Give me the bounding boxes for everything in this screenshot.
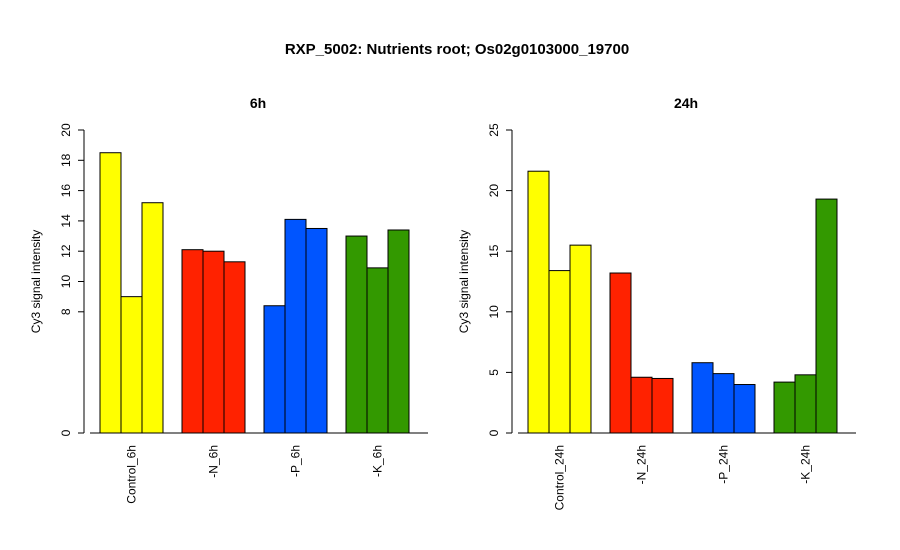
y-tick-label: 10 <box>487 305 501 319</box>
bar <box>387 229 410 434</box>
bar <box>609 272 632 434</box>
y-tick-label: 15 <box>487 244 501 258</box>
y-tick-label: 20 <box>487 184 501 198</box>
panel-title: 24h <box>674 95 698 111</box>
bar <box>691 362 714 434</box>
y-tick-label: 16 <box>59 184 73 198</box>
bar <box>263 305 286 434</box>
y-tick-label: 12 <box>59 244 73 258</box>
bar <box>284 218 307 434</box>
y-tick-label: 8 <box>59 308 73 315</box>
bar <box>630 376 653 434</box>
bar <box>794 374 817 434</box>
y-tick-label: 25 <box>487 123 501 137</box>
bar <box>120 296 143 434</box>
y-tick-label: 18 <box>59 153 73 167</box>
bar <box>712 373 735 434</box>
bar <box>223 261 246 434</box>
panel-1: 24h 0 5 10 15 20 25 Cy3 signal intensity Control… <box>457 95 856 510</box>
y-axis-label: Cy3 signal intensity <box>29 230 43 333</box>
bar <box>141 202 164 434</box>
bar <box>366 267 389 434</box>
bar <box>305 227 328 434</box>
x-category-label: -N_6h <box>207 445 221 478</box>
panel-0: 6h 0 8 10 12 14 16 18 20 Cy3 signal intensity Cont… <box>29 95 428 504</box>
bar <box>651 377 674 434</box>
y-tick-label: 10 <box>59 275 73 289</box>
bar <box>181 249 204 434</box>
x-category-label: -K_24h <box>799 445 813 484</box>
bar <box>773 381 796 434</box>
y-axis-label: Cy3 signal intensity <box>457 230 471 333</box>
x-category-label: -K_6h <box>371 445 385 477</box>
bar <box>733 384 756 434</box>
x-category-label: Control_6h <box>125 445 139 504</box>
bar <box>527 170 550 434</box>
panel-title: 6h <box>250 95 266 111</box>
bar <box>202 250 225 434</box>
bar <box>99 152 122 434</box>
y-tick-label: 20 <box>59 123 73 137</box>
x-category-label: -N_24h <box>635 445 649 484</box>
x-category-label: Control_24h <box>553 445 567 510</box>
bar <box>345 235 368 434</box>
x-category-label: -P_24h <box>717 445 731 484</box>
bar <box>815 198 838 434</box>
y-tick-label: 5 <box>487 369 501 376</box>
chart-title: RXP_5002: Nutrients root; Os02g0103000_1… <box>285 41 629 58</box>
bar <box>548 270 571 434</box>
y-tick-label: 0 <box>59 429 73 436</box>
x-category-label: -P_6h <box>289 445 303 477</box>
y-tick-label: 0 <box>487 429 501 436</box>
y-tick-label: 14 <box>59 214 73 228</box>
bar <box>569 244 592 434</box>
chart-panels: 6h 0 8 10 12 14 16 18 20 Cy3 signal intensity Cont… <box>29 95 856 510</box>
